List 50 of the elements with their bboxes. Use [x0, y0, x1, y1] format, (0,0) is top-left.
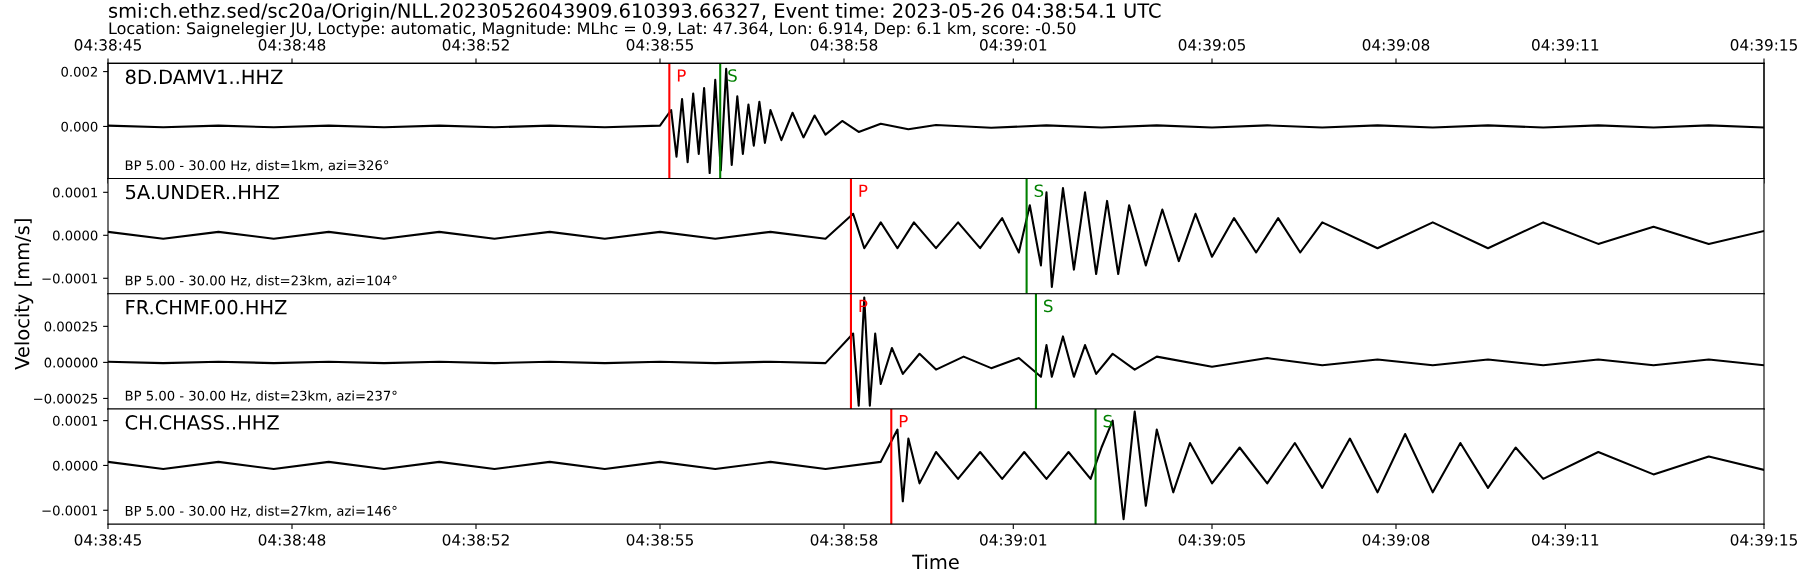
- y-tick-label: 0.00025: [44, 321, 98, 332]
- x-tick-label: 04:39:08: [1362, 534, 1430, 546]
- x-tick-label: 04:39:15: [1730, 534, 1797, 546]
- x-tick-label: 04:38:48: [258, 534, 326, 546]
- x-tick-label: 04:39:11: [1532, 534, 1599, 546]
- y-tick-label: −0.0001: [42, 505, 98, 516]
- x2-tick-label: 04:39:08: [1362, 39, 1430, 51]
- x-tick-label: 04:39:05: [1178, 534, 1245, 546]
- y-tick-label: 0.0001: [52, 187, 98, 198]
- x-tick-label: 04:38:58: [810, 534, 878, 546]
- x2-tick-label: 04:38:55: [626, 39, 693, 51]
- y-tick-label: −0.00025: [34, 393, 98, 404]
- y-axis-title: Velocity [mm/s]: [14, 219, 34, 370]
- y-tick-label: 0.002: [61, 66, 97, 77]
- annotation: BP 5.00 - 30.00 Hz, dist=27km, azi=146°: [125, 505, 397, 518]
- x2-tick-label: 04:39:01: [980, 39, 1047, 51]
- annotation: FR.CHMF.00.HHZ: [126, 299, 287, 315]
- ref-line-label: S: [728, 69, 737, 82]
- y-tick-label: 0.0001: [52, 415, 98, 426]
- x2-tick-label: 04:39:15: [1730, 39, 1797, 51]
- y-tick-label: −0.0001: [42, 273, 98, 284]
- y-tick-label: 0.00000: [44, 357, 98, 368]
- x2-tick-label: 04:38:52: [442, 39, 509, 51]
- annotation: CH.CHASS..HHZ: [125, 415, 279, 430]
- x-axis-title: Time: [912, 554, 959, 570]
- annotation: 5A.UNDER..HHZ: [126, 184, 279, 200]
- chart-title: smi:ch.ethz.sed/sc20a/Origin/NLL.20230526043909.610393.66327, Event time: 2023-05-26 04:38:54.1 UTC: [109, 2, 1161, 22]
- y-tick-label: 0.000: [61, 121, 98, 132]
- ref-line-label: S: [1103, 414, 1113, 428]
- ref-line-label: S: [1043, 299, 1053, 313]
- ref-line-label: P: [677, 69, 686, 82]
- x2-tick-label: 04:39:11: [1532, 39, 1599, 51]
- x2-tick-label: 04:38:48: [258, 39, 326, 51]
- ref-line-label: P: [899, 415, 908, 428]
- x-tick-label: 04:39:01: [980, 534, 1047, 546]
- x-tick-label: 04:38:55: [626, 534, 693, 546]
- x2-tick-label: 04:39:05: [1178, 39, 1245, 51]
- x2-tick-label: 04:38:45: [74, 39, 141, 51]
- y-tick-label: 0.0000: [52, 460, 98, 471]
- x-tick-label: 04:38:52: [442, 534, 509, 546]
- annotation: BP 5.00 - 30.00 Hz, dist=23km, azi=237°: [125, 390, 397, 402]
- annotation: BP 5.00 - 30.00 Hz, dist=23km, azi=104°: [125, 275, 397, 287]
- x-tick-label: 04:38:45: [74, 534, 141, 546]
- annotation: 8D.DAMV1..HHZ: [125, 69, 283, 85]
- annotation: BP 5.00 - 30.00 Hz, dist=1km, azi=326°: [125, 160, 389, 172]
- chart-subtitle: Location: Saignelegier JU, Loctype: automatic, Magnitude: MLhc = 0.9, Lat: 47.364, Lon: 6.914, Dep: 6.1 km, score: -0.50: [109, 21, 1076, 38]
- ref-line-label: P: [859, 184, 868, 197]
- y-tick-label: 0.0000: [52, 230, 98, 241]
- ref-line-label: S: [1034, 184, 1044, 198]
- x2-tick-label: 04:38:58: [810, 39, 878, 51]
